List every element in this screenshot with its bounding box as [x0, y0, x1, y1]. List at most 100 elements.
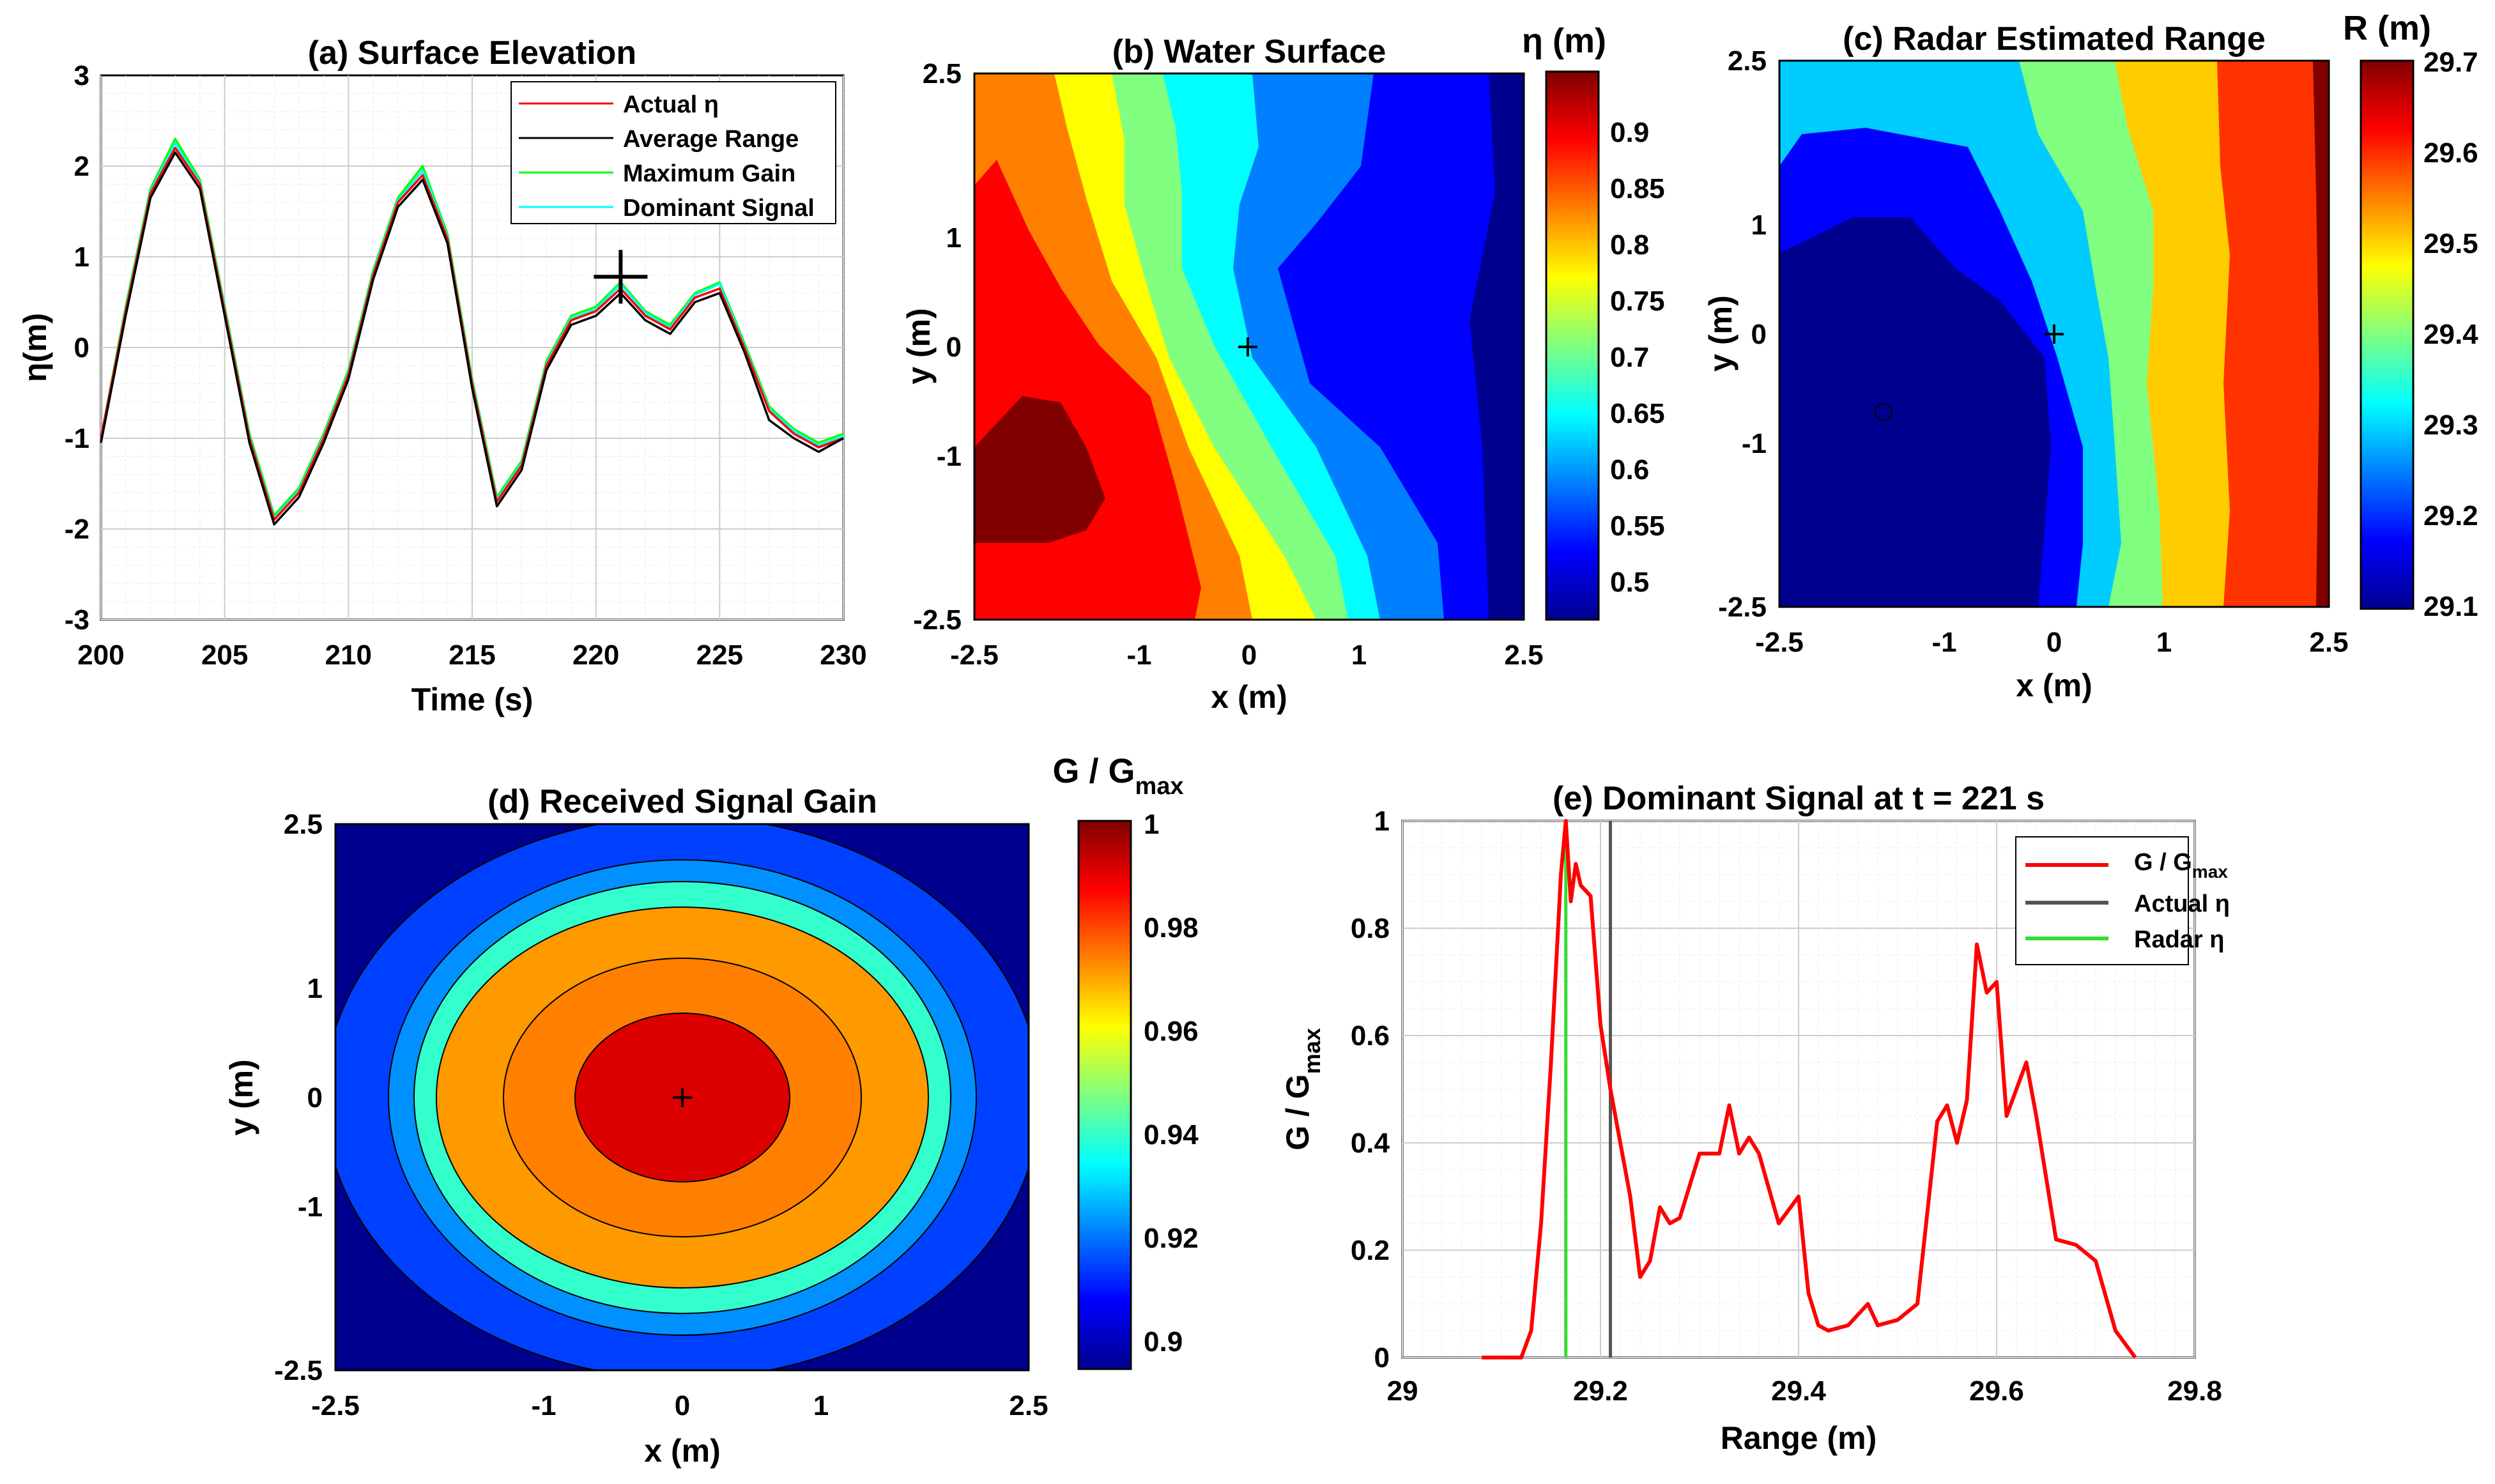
- panel-c-xlabel: x (m): [2016, 668, 2092, 703]
- panel-a-ytick: 2: [74, 151, 89, 182]
- panel-a-x-ticks: 200 205 210 215 220 225 230: [77, 639, 866, 671]
- panel-e-xlabel: Range (m): [1721, 1420, 1877, 1456]
- panel-d-center-marker: [673, 1088, 692, 1107]
- panel-b-colorbar-bar: [1545, 70, 1600, 621]
- panel-a-ytick: 1: [74, 241, 89, 273]
- panel-d-plot-area: [334, 823, 1030, 1372]
- panel-b-cbtick: 0.85: [1610, 173, 1665, 204]
- panel-e-series: [1482, 819, 2137, 1359]
- panel-a-legend: Actual η Average Range Maximum Gain Domi…: [511, 81, 836, 224]
- panel-b-title: (b) Water Surface: [1112, 33, 1386, 70]
- panel-d-xtick: 2.5: [1009, 1390, 1048, 1421]
- panel-c-plot-area: [1778, 59, 2330, 608]
- panel-a-legend-box: [511, 81, 836, 224]
- panel-e-ytick: 0.8: [1351, 913, 1390, 944]
- panel-d-ytick: 2.5: [284, 809, 323, 840]
- panel-d-colorbar-ticks: 1 0.98 0.96 0.94 0.92 0.9: [1144, 809, 1199, 1358]
- panel-c-xtick: 1: [2156, 627, 2172, 658]
- panel-c-colorbar-bar: [2360, 59, 2414, 610]
- panel-a-ytick: 0: [74, 332, 89, 363]
- panel-a-series: [100, 137, 844, 526]
- panel-a-ytick: -3: [65, 604, 89, 636]
- panel-d-xlabel: x (m): [644, 1433, 720, 1469]
- panel-a-xtick: 205: [201, 639, 248, 671]
- panel-a-xtick: 210: [325, 639, 372, 671]
- panel-d-ytick: -1: [298, 1191, 323, 1223]
- panel-e-ytick: 0: [1374, 1342, 1390, 1373]
- panel-e-x-ticks: 29 29.2 29.4 29.6 29.8: [1387, 1375, 2222, 1407]
- panel-d-colorbar-label: G / Gmax: [1052, 752, 1183, 800]
- panel-b-xtick: 0: [1241, 639, 1257, 671]
- panel-b-colorbar-ticks: 0.9 0.85 0.8 0.75 0.7 0.65 0.6 0.55 0.5: [1610, 117, 1665, 598]
- panel-a-xtick: 215: [449, 639, 495, 671]
- panel-b-ytick: -1: [937, 441, 962, 472]
- panel-b-cbtick: 0.75: [1610, 286, 1665, 317]
- panel-b-y-ticks: 2.5 1 0 -1 -2.5: [913, 58, 962, 636]
- panel-c-cbtick: 29.5: [2423, 228, 2478, 259]
- panel-d-y-ticks: 2.5 1 0 -1 -2.5: [274, 809, 323, 1386]
- panel-a-title: (a) Surface Elevation: [308, 34, 636, 72]
- panel-b-xtick: 1: [1351, 639, 1367, 671]
- panel-e-xtick: 29.2: [1573, 1375, 1628, 1407]
- panel-c-ytick: -1: [1742, 428, 1767, 459]
- panel-b-xtick: -2.5: [950, 639, 999, 671]
- panel-a-ytick: -1: [65, 423, 89, 454]
- legend-maximum-label: Maximum Gain: [623, 160, 795, 187]
- panel-d-cbtick: 0.92: [1144, 1223, 1199, 1254]
- legend-dominant-label: Dominant Signal: [623, 195, 815, 222]
- panel-a-ylabel: η(m): [17, 313, 53, 382]
- panel-b-cbtick: 0.8: [1610, 229, 1649, 261]
- panel-e-ytick: 0.6: [1351, 1020, 1390, 1052]
- panel-b-x-ticks: -2.5 -1 0 1 2.5: [950, 639, 1544, 671]
- panel-c-xtick: 0: [2046, 627, 2062, 658]
- panel-e-xtick: 29.4: [1771, 1375, 1826, 1407]
- panel-d-ytick: 1: [307, 973, 323, 1004]
- panel-b-xtick: 2.5: [1504, 639, 1543, 671]
- legend-actual-eta-label: Actual η: [2134, 891, 2230, 917]
- panel-c-cbtick: 29.7: [2423, 47, 2478, 78]
- panel-c-x-ticks: -2.5 -1 0 1 2.5: [1755, 627, 2349, 658]
- panel-a-xtick: 220: [572, 639, 619, 671]
- panel-b-cbtick: 0.7: [1610, 342, 1649, 373]
- panel-d-cbtick: 0.96: [1144, 1016, 1199, 1047]
- panel-c-cbtick: 29.3: [2423, 409, 2478, 441]
- panel-e-xtick: 29.6: [1969, 1375, 2024, 1407]
- panel-a-xlabel: Time (s): [411, 682, 534, 717]
- panel-c-ytick: 2.5: [1728, 45, 1767, 77]
- panel-e-y-ticks: 1 0.8 0.6 0.4 0.2 0: [1351, 806, 1390, 1373]
- panel-c-ytick: 0: [1751, 319, 1767, 350]
- panel-d-colorbar: G / Gmax 1 0.98 0.96 0.94 0.92 0.9: [1052, 752, 1199, 1370]
- panel-c-cbtick: 29.2: [2423, 500, 2478, 532]
- panel-e-ylabel: G / Gmax: [1280, 1028, 1325, 1151]
- panel-b-contour-fill: [974, 73, 1524, 620]
- panel-b-ytick: -2.5: [913, 604, 962, 636]
- panel-d-cbtick: 1: [1144, 809, 1159, 840]
- panel-e-xtick: 29.8: [2167, 1375, 2222, 1407]
- panel-c-cbtick: 29.6: [2423, 137, 2478, 169]
- panel-a-y-ticks: 3 2 1 0 -1 -2 -3: [65, 60, 89, 636]
- panel-d-x-ticks: -2.5 -1 0 1 2.5: [311, 1390, 1048, 1421]
- panel-b-cbtick: 0.65: [1610, 398, 1665, 429]
- panel-e-xtick: 29: [1387, 1375, 1418, 1407]
- panel-d-cbtick: 0.9: [1144, 1326, 1183, 1358]
- panel-c-ytick: 1: [1751, 210, 1767, 241]
- panel-d-signal-gain: (d) Received Signal Gain x (m) y (m) -2.…: [224, 752, 1199, 1469]
- panel-d-xtick: 1: [813, 1390, 829, 1421]
- panel-d-colorbar-bar: [1077, 820, 1132, 1370]
- panel-e-ytick: 1: [1374, 806, 1390, 837]
- panel-e-legend: G / Gmax Actual η Radar η: [2015, 836, 2230, 965]
- panel-a-xtick: 230: [820, 639, 866, 671]
- panel-c-colorbar-ticks: 29.7 29.6 29.5 29.4 29.3 29.2 29.1: [2423, 47, 2478, 622]
- panel-a-xtick: 225: [696, 639, 743, 671]
- panel-b-ytick: 1: [946, 222, 962, 254]
- panel-a-peak-marker: [594, 250, 648, 304]
- panel-e-title: (e) Dominant Signal at t = 221 s: [1553, 780, 2045, 817]
- panel-c-radar-range: (c) Radar Estimated Range x (m) y (m) -2…: [1703, 9, 2478, 703]
- panel-b-cbtick: 0.9: [1610, 117, 1649, 148]
- panel-c-cbtick: 29.1: [2423, 591, 2478, 622]
- panel-c-xtick: -1: [1931, 627, 1956, 658]
- panel-c-xtick: -2.5: [1755, 627, 1804, 658]
- panel-b-ylabel: y (m): [901, 308, 937, 384]
- panel-c-ylabel: y (m): [1703, 295, 1739, 371]
